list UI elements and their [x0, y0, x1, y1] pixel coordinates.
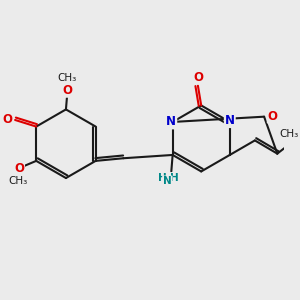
- Text: O: O: [2, 113, 12, 126]
- Text: CH₃: CH₃: [9, 176, 28, 186]
- Text: H: H: [169, 173, 178, 183]
- Text: N: N: [166, 116, 176, 128]
- Text: CH₃: CH₃: [58, 74, 77, 83]
- Text: CH₃: CH₃: [280, 130, 299, 140]
- Text: O: O: [193, 70, 203, 84]
- Text: H: H: [158, 173, 167, 183]
- Text: N: N: [225, 114, 235, 127]
- Text: N: N: [163, 176, 172, 186]
- Text: O: O: [14, 162, 24, 175]
- Text: O: O: [62, 84, 72, 97]
- Text: O: O: [268, 110, 278, 122]
